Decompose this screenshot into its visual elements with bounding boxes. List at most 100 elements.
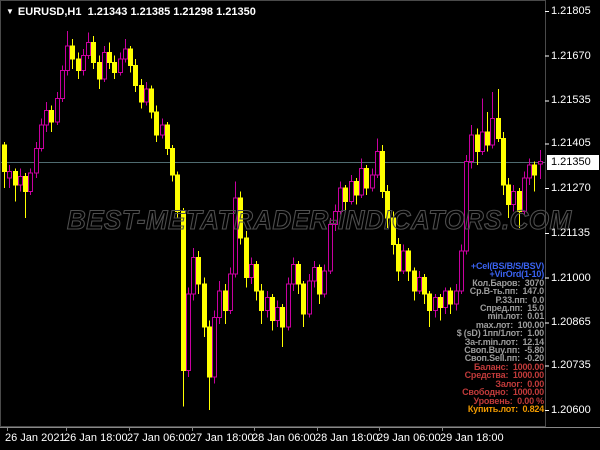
price-axis-label: 1.20735 xyxy=(551,359,591,372)
bull-candle xyxy=(349,181,354,202)
bull-candle xyxy=(328,224,333,272)
time-scale[interactable]: 26 Jan 2021 26 Jan 18:00 27 Jan 06:00 27 Ja… xyxy=(0,428,600,450)
bear-candle xyxy=(254,263,259,292)
bear-candle xyxy=(165,124,170,149)
bear-candle xyxy=(517,190,522,212)
time-axis-label: 27 Jan 06:00 xyxy=(127,432,191,444)
indicator-panel-line: +Cel(BS/B/S/BSV) xyxy=(470,261,544,271)
bear-candle xyxy=(149,88,154,113)
bear-candle xyxy=(223,290,228,312)
bull-candle xyxy=(322,270,327,295)
bull-candle xyxy=(60,70,65,100)
bear-candle xyxy=(438,296,443,308)
plot-border xyxy=(0,0,546,427)
indicator-panel-line: Своп.Buy.пп: -5.80 xyxy=(464,345,544,356)
bull-candle xyxy=(522,177,527,212)
bull-candle xyxy=(454,290,459,305)
indicator-panel-line: +VirOrd(1-10) xyxy=(489,269,544,280)
bear-candle xyxy=(485,131,490,146)
indicator-panel-line: Кол.Баров: 3070 xyxy=(472,277,544,288)
bear-candle xyxy=(91,41,96,63)
bull-candle xyxy=(28,172,33,192)
bull-candle xyxy=(233,197,238,275)
bear-candle xyxy=(412,270,417,292)
bull-candle xyxy=(217,290,222,318)
bear-candle xyxy=(202,283,207,328)
bull-candle xyxy=(44,109,49,126)
bull-candle xyxy=(212,316,217,378)
price-axis-label: 1.21405 xyxy=(551,137,591,150)
bull-candle xyxy=(459,250,464,292)
price-axis-label: 1.21000 xyxy=(551,271,591,284)
bull-candle xyxy=(291,263,296,285)
bear-candle xyxy=(385,190,390,219)
bull-candle xyxy=(443,290,448,308)
bull-candle xyxy=(375,151,380,176)
bull-candle xyxy=(81,55,86,72)
bear-candle xyxy=(133,65,138,87)
bear-candle xyxy=(128,48,133,67)
time-axis-label: 27 Jan 18:00 xyxy=(190,432,254,444)
bull-candle xyxy=(527,164,532,179)
price-axis-label: 1.21270 xyxy=(551,182,591,195)
bear-candle xyxy=(107,51,112,63)
bear-candle xyxy=(70,45,75,60)
bull-candle xyxy=(433,296,438,312)
bull-candle xyxy=(464,161,469,252)
bear-candle xyxy=(244,237,249,279)
bear-candle xyxy=(475,134,480,153)
bear-candle xyxy=(364,167,369,189)
bull-candle xyxy=(55,98,60,123)
indicator-panel-line: Купить.лот: 0.824 xyxy=(467,403,544,414)
bear-candle xyxy=(76,58,81,72)
price-scale[interactable]: 1.21805 1.21670 1.21535 1.21405 1.21270 1.211… xyxy=(546,0,600,427)
bear-candle xyxy=(259,290,264,312)
indicator-panel-line: Спред.пп: 15.0 xyxy=(479,303,544,314)
bull-candle xyxy=(186,293,191,371)
bear-candle xyxy=(496,118,501,139)
time-axis-label: 29 Jan 18:00 xyxy=(440,432,504,444)
bull-candle xyxy=(191,257,196,295)
bull-candle xyxy=(401,250,406,272)
bull-candle xyxy=(7,171,12,179)
bull-candle xyxy=(469,134,474,163)
bull-candle xyxy=(511,190,516,206)
bull-candle xyxy=(65,45,70,72)
bear-candle xyxy=(317,267,322,295)
bear-candle xyxy=(97,61,102,80)
price-axis-label: 1.21135 xyxy=(551,226,590,239)
indicator-panel-line: Своп.Sell.пп: -0.20 xyxy=(464,353,544,364)
bear-candle xyxy=(207,326,212,378)
symbol-label: EURUSD,H1 xyxy=(17,6,82,18)
bull-candle xyxy=(338,187,343,212)
bear-candle xyxy=(170,147,175,176)
time-axis-label: 26 Jan 18:00 xyxy=(64,432,128,444)
bull-candle xyxy=(144,88,149,103)
bear-candle xyxy=(270,296,275,322)
bull-candle xyxy=(228,273,233,312)
bull-candle xyxy=(417,277,422,292)
time-axis-label: 28 Jan 06:00 xyxy=(252,432,316,444)
bear-candle xyxy=(354,181,359,196)
indicator-panel-line: Залог: 0.00 xyxy=(495,378,544,389)
symbol-dropdown-icon[interactable]: ▼ xyxy=(6,7,14,16)
bear-candle xyxy=(238,197,243,239)
bear-candle xyxy=(406,250,411,272)
bear-candle xyxy=(13,171,18,186)
bear-candle xyxy=(23,176,28,192)
bull-candle xyxy=(275,306,280,322)
price-axis-label: 1.21535 xyxy=(551,94,591,107)
time-axis-label: 28 Jan 18:00 xyxy=(315,432,379,444)
bear-candle xyxy=(448,290,453,305)
bear-candle xyxy=(380,151,385,192)
bull-candle xyxy=(160,124,165,136)
bull-candle xyxy=(307,280,312,315)
indicator-panel-line: За-г.min.лот: 12.14 xyxy=(464,336,544,347)
bull-candle xyxy=(370,174,375,189)
bear-candle xyxy=(112,61,117,73)
bull-candle xyxy=(123,48,128,60)
bear-candle xyxy=(506,184,511,206)
indicator-panel-line: Р.33.пп: 0.0 xyxy=(495,294,545,305)
time-axis-label: 26 Jan 2021 xyxy=(5,432,66,444)
